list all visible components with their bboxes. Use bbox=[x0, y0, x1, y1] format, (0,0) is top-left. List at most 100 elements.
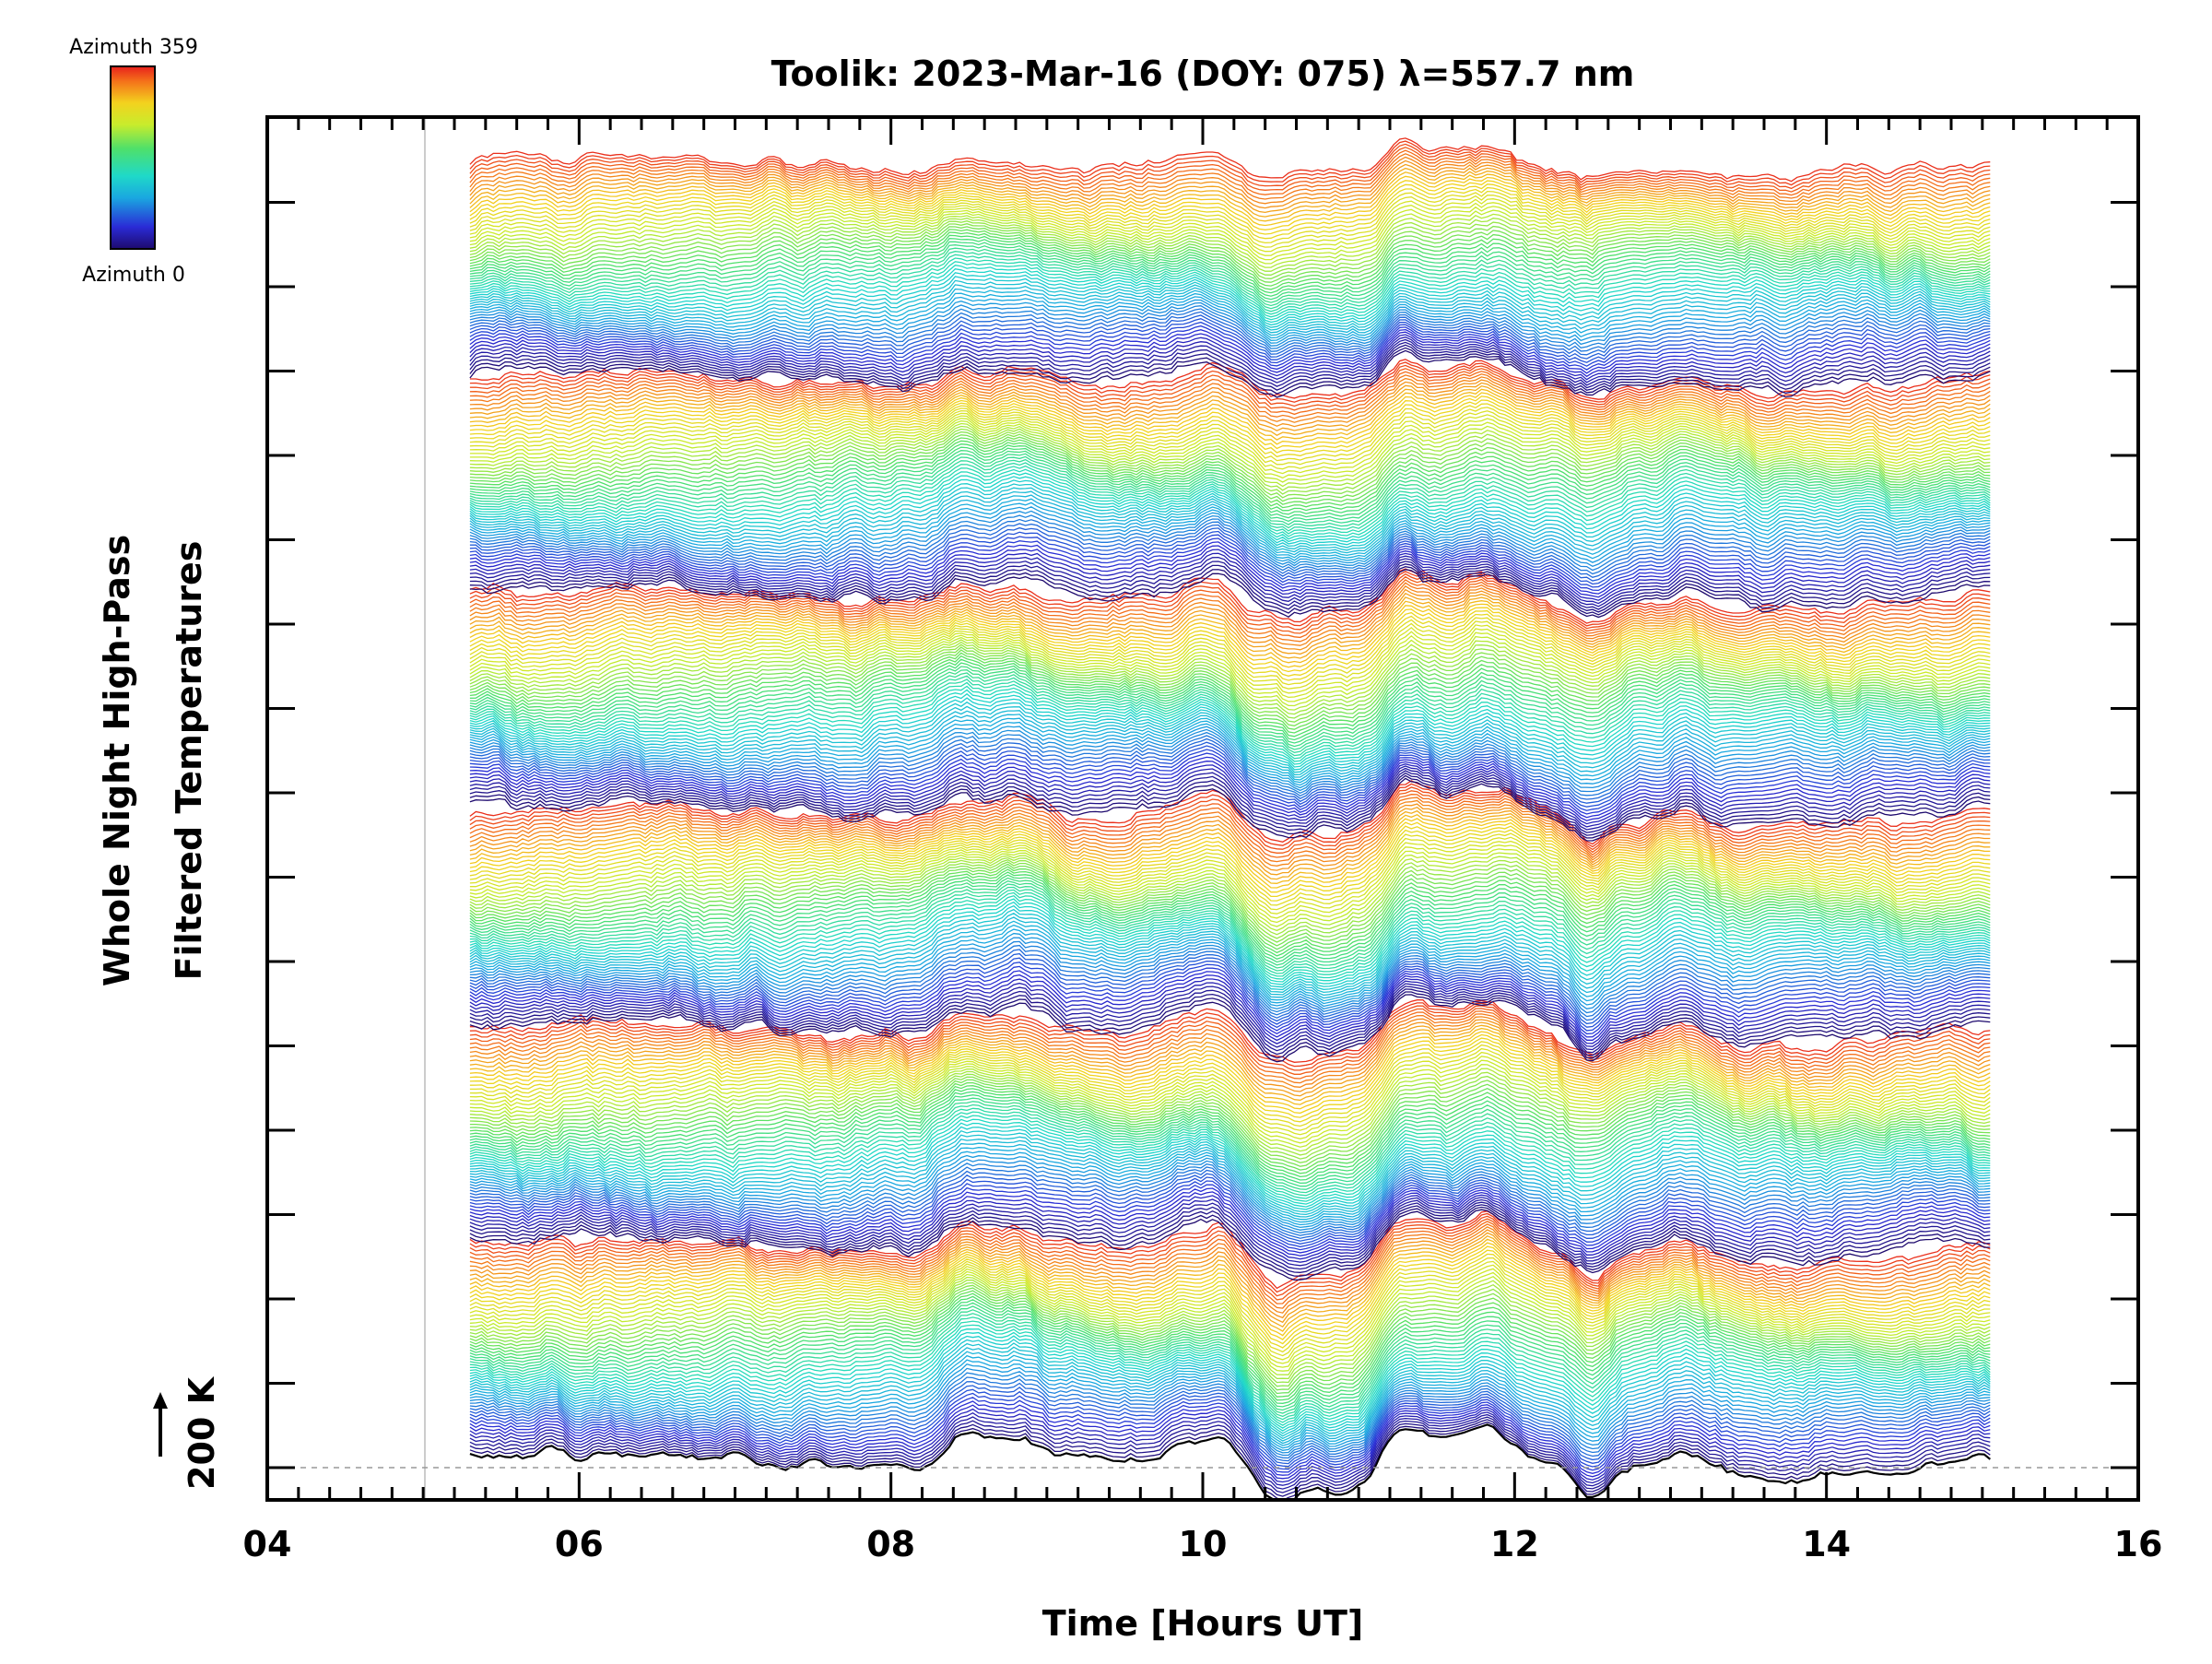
series-line bbox=[469, 238, 1991, 297]
series-line bbox=[469, 770, 1991, 833]
series-line bbox=[469, 991, 1991, 1059]
series-line bbox=[469, 1101, 1991, 1190]
series-line bbox=[469, 1010, 1991, 1080]
series-line bbox=[469, 1276, 1991, 1375]
series-line bbox=[469, 874, 1991, 961]
series-line bbox=[469, 571, 1991, 627]
series-line bbox=[469, 385, 1991, 436]
series-line bbox=[469, 209, 1991, 265]
series-line bbox=[469, 1068, 1991, 1152]
series-line bbox=[469, 658, 1991, 738]
series-line bbox=[469, 434, 1991, 502]
series-line bbox=[469, 446, 1991, 515]
series-line bbox=[469, 261, 1991, 318]
series-line bbox=[469, 334, 1991, 381]
series-line bbox=[469, 1064, 1991, 1148]
series-line bbox=[469, 1245, 1991, 1340]
x-tick-label: 06 bbox=[555, 1524, 604, 1564]
series-line bbox=[469, 639, 1991, 711]
series-line bbox=[469, 1115, 1991, 1202]
series-line bbox=[469, 431, 1991, 499]
series-line bbox=[469, 296, 1991, 341]
series-line bbox=[469, 412, 1991, 470]
series-line bbox=[469, 662, 1991, 741]
series-line bbox=[469, 1002, 1991, 1068]
series-line bbox=[469, 913, 1991, 994]
series-line bbox=[469, 794, 1991, 858]
series-line bbox=[469, 1126, 1991, 1210]
series-line bbox=[469, 1273, 1991, 1372]
series-line bbox=[469, 279, 1991, 331]
series-line bbox=[469, 840, 1991, 915]
series-line bbox=[469, 537, 1991, 592]
series-line bbox=[469, 1226, 1991, 1314]
series-line bbox=[469, 167, 1991, 218]
colorbar-gradient bbox=[110, 65, 156, 250]
series-line bbox=[469, 891, 1991, 977]
series-line bbox=[469, 479, 1991, 546]
series-line bbox=[469, 163, 1991, 214]
series-line bbox=[469, 498, 1991, 559]
series-line bbox=[469, 244, 1991, 303]
series-line bbox=[469, 983, 1991, 1051]
series-line bbox=[469, 774, 1991, 839]
series-line bbox=[469, 341, 1991, 389]
series-line bbox=[469, 1158, 1991, 1231]
series-line bbox=[469, 1173, 1991, 1242]
series-line bbox=[469, 1268, 1991, 1364]
series-line bbox=[469, 1094, 1991, 1185]
series-line bbox=[469, 1056, 1991, 1139]
x-tick-label: 16 bbox=[2114, 1524, 2163, 1564]
series-line bbox=[469, 1232, 1991, 1324]
series-line bbox=[469, 994, 1991, 1063]
series-line bbox=[469, 916, 1991, 997]
series-line bbox=[469, 1122, 1991, 1208]
series-line bbox=[469, 886, 1991, 972]
series-line bbox=[469, 180, 1991, 230]
series-line bbox=[469, 502, 1991, 561]
series-line bbox=[469, 1209, 1991, 1281]
series-line bbox=[469, 443, 1991, 512]
series-line bbox=[469, 321, 1991, 367]
series-line bbox=[469, 392, 1991, 445]
series-line bbox=[469, 697, 1991, 771]
series-line bbox=[469, 646, 1991, 723]
series-line bbox=[469, 218, 1991, 272]
series-line bbox=[469, 783, 1991, 848]
series-line bbox=[469, 856, 1991, 936]
scale-bar: 200 K bbox=[153, 1375, 222, 1490]
series-line bbox=[469, 858, 1991, 939]
series-line bbox=[469, 575, 1991, 634]
series-line bbox=[469, 741, 1991, 804]
series-line bbox=[469, 1299, 1991, 1404]
series-line bbox=[469, 1176, 1991, 1245]
series-line bbox=[469, 579, 1991, 639]
x-tick-label: 04 bbox=[243, 1524, 292, 1564]
series-line bbox=[469, 582, 1991, 643]
series-line bbox=[469, 894, 1991, 980]
series-line bbox=[469, 465, 1991, 535]
series-line bbox=[469, 1290, 1991, 1395]
series-line bbox=[469, 1187, 1991, 1254]
series-line bbox=[469, 592, 1991, 655]
series-line bbox=[469, 1147, 1991, 1223]
series-line bbox=[469, 780, 1991, 845]
series-line bbox=[469, 1206, 1991, 1277]
series-line bbox=[469, 797, 1991, 863]
series-line bbox=[469, 483, 1991, 549]
series-line bbox=[469, 1287, 1991, 1391]
series-line bbox=[469, 376, 1991, 423]
series-line bbox=[469, 292, 1991, 339]
series-line bbox=[469, 231, 1991, 290]
series-line bbox=[469, 652, 1991, 730]
series-line bbox=[469, 1316, 1991, 1421]
series-line bbox=[469, 1103, 1991, 1194]
series-line bbox=[469, 689, 1991, 765]
chart-title: Toolik: 2023-Mar-16 (DOY: 075) λ=557.7 n… bbox=[771, 53, 1635, 94]
series-line bbox=[469, 450, 1991, 519]
series-line bbox=[469, 949, 1991, 1021]
series-line bbox=[469, 308, 1991, 352]
series-line bbox=[469, 669, 1991, 748]
series-line bbox=[469, 254, 1991, 313]
